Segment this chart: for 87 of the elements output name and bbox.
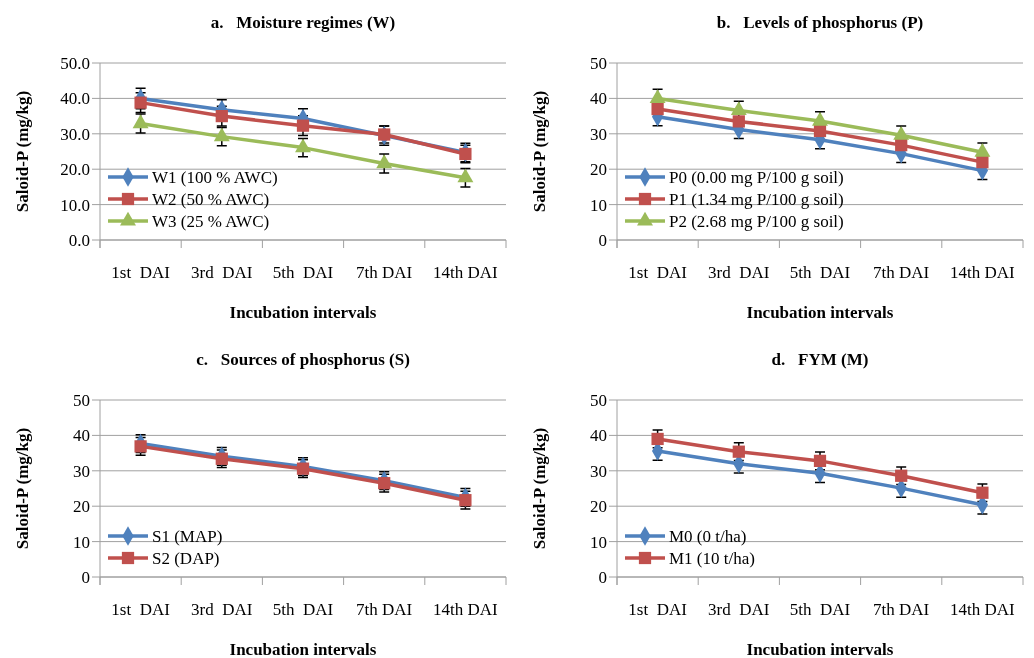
point [376, 154, 393, 169]
x-tick-label: 1st DAI [628, 600, 688, 619]
y-tick-label: 0 [598, 567, 607, 587]
y-tick-label: 40 [590, 89, 607, 109]
x-tick-label: 7th DAI [873, 600, 930, 619]
y-tick-label: 10 [590, 532, 607, 552]
point [895, 469, 908, 482]
x-axis-title: Incubation intervals [746, 303, 894, 322]
point [296, 119, 310, 132]
y-axis-title: Saloid-P (mg/kg) [13, 90, 32, 213]
y-tick-label: 30 [590, 461, 607, 481]
x-tick-label: 5th DAI [272, 600, 334, 619]
x-tick-label: 14th DAI [433, 263, 499, 282]
x-tick-label: 3rd DAI [191, 600, 253, 619]
x-tick-label: 7th DAI [356, 263, 413, 282]
y-tick-label: 0.0 [68, 230, 90, 250]
x-tick-label: 1st DAI [111, 263, 171, 282]
x-axis-title: Incubation intervals [229, 640, 377, 658]
x-tick-label: 3rd DAI [708, 600, 770, 619]
x-tick-label: 3rd DAI [191, 263, 253, 282]
x-tick-label: 3rd DAI [708, 263, 770, 282]
x-tick-label: 7th DAI [873, 263, 930, 282]
point [134, 440, 147, 453]
y-tick-label: 30 [73, 461, 90, 481]
y-tick-label: 50 [590, 53, 607, 73]
legend-label: W3 (25 % AWC) [152, 211, 270, 231]
y-tick-label: 10.0 [60, 195, 90, 215]
y-tick-label: 0 [81, 567, 90, 587]
y-axis-title: Saloid-P (mg/kg) [13, 427, 32, 550]
legend-label: P2 (2.68 mg P/100 g soil) [669, 211, 844, 231]
y-tick-label: 30.0 [60, 124, 90, 144]
point [976, 156, 989, 169]
x-tick-label: 5th DAI [789, 600, 851, 619]
y-axis-title: Saloid-P (mg/kg) [530, 90, 549, 213]
y-tick-label: 20 [73, 497, 90, 517]
x-tick-label: 5th DAI [272, 263, 334, 282]
point [295, 138, 311, 153]
y-tick-label: 30 [590, 124, 607, 144]
x-axis-title: Incubation intervals [229, 303, 377, 322]
y-tick-label: 20 [590, 497, 607, 517]
y-tick-label: 10 [590, 195, 607, 215]
y-tick-label: 40 [73, 426, 90, 446]
legend-label: S1 (MAP) [152, 526, 223, 546]
point [215, 452, 228, 465]
y-tick-label: 50.0 [60, 53, 90, 73]
chart-title: a. Moisture regimes (W) [210, 13, 396, 32]
x-tick-label: 5th DAI [789, 263, 851, 282]
x-tick-label: 14th DAI [433, 600, 499, 619]
point [134, 96, 147, 109]
chart-title: c. Sources of phosphorus (S) [196, 350, 410, 369]
point [732, 445, 745, 458]
y-tick-label: 10 [73, 532, 90, 552]
point [732, 115, 745, 128]
point [213, 127, 230, 142]
y-tick-label: 20 [590, 160, 607, 180]
x-axis-title: Incubation intervals [746, 640, 894, 658]
point [132, 114, 149, 129]
point [649, 89, 666, 103]
y-axis-title: Saloid-P (mg/kg) [530, 427, 549, 550]
point [457, 168, 474, 183]
legend-label: W1 (100 % AWC) [152, 167, 278, 187]
point [651, 102, 664, 116]
chart-title: d. FYM (M) [771, 350, 869, 369]
legend-label: P0 (0.00 mg P/100 g soil) [669, 167, 844, 187]
legend-label: M0 (0 t/ha) [669, 526, 747, 546]
x-tick-label: 1st DAI [628, 263, 688, 282]
y-tick-label: 0 [598, 230, 607, 250]
legend-label: S2 (DAP) [152, 548, 220, 568]
point [730, 101, 747, 116]
x-tick-label: 1st DAI [111, 600, 171, 619]
legend-label: M1 (10 t/ha) [669, 548, 755, 568]
y-tick-label: 40 [590, 426, 607, 446]
x-tick-label: 14th DAI [950, 263, 1016, 282]
point [976, 486, 989, 499]
legend-label: P1 (1.34 mg P/100 g soil) [669, 189, 844, 209]
point [296, 462, 310, 475]
chart-title: b. Levels of phosphorus (P) [716, 13, 924, 32]
y-tick-label: 40.0 [60, 89, 90, 109]
point [459, 494, 472, 507]
y-tick-label: 50 [590, 390, 607, 410]
y-tick-label: 20.0 [60, 160, 90, 180]
legend-label: W2 (50 % AWC) [152, 189, 270, 209]
y-tick-label: 50 [73, 390, 90, 410]
point [215, 109, 228, 123]
point [378, 477, 391, 490]
x-tick-label: 7th DAI [356, 600, 413, 619]
x-tick-label: 14th DAI [950, 600, 1016, 619]
